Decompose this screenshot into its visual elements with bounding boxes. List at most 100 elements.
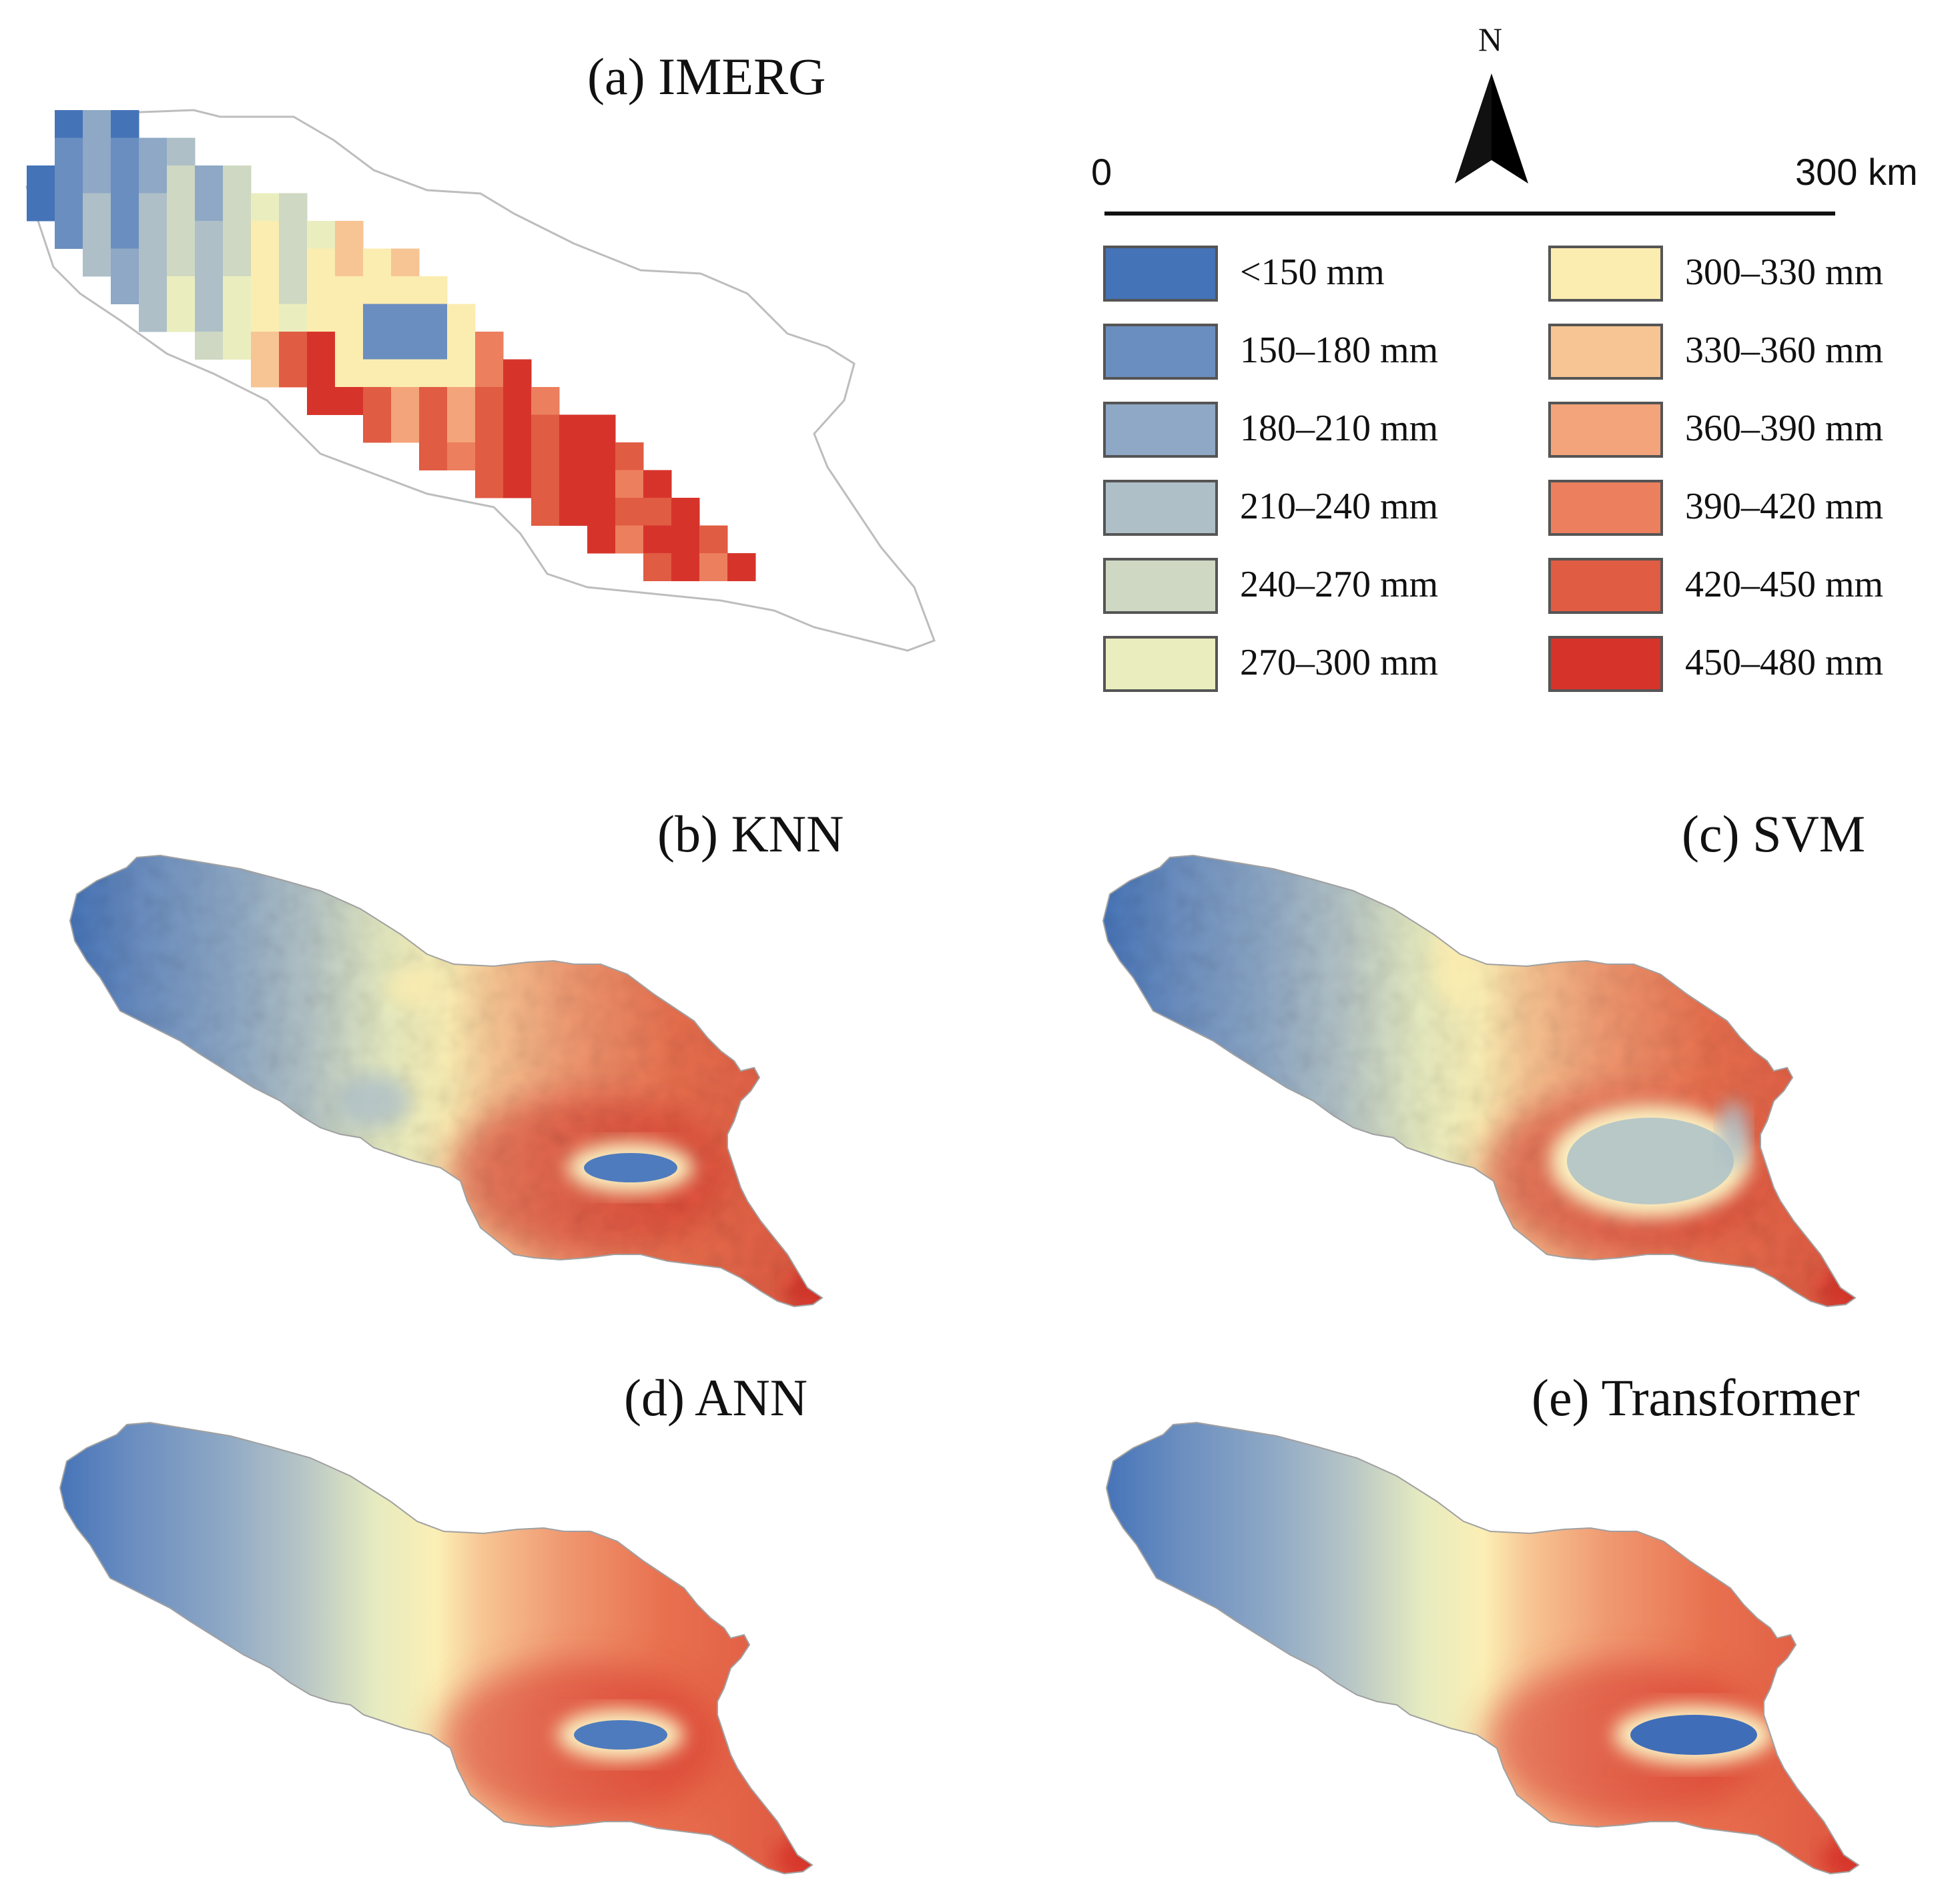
imerg-cell xyxy=(139,221,168,249)
imerg-cell xyxy=(335,387,364,415)
imerg-cell xyxy=(27,165,55,194)
imerg-cell xyxy=(475,414,504,443)
imerg-cell xyxy=(223,221,252,249)
imerg-cell xyxy=(279,193,308,222)
imerg-cell xyxy=(195,276,224,304)
imerg-cell xyxy=(307,387,336,415)
imerg-cell xyxy=(419,276,448,304)
imerg-cell xyxy=(475,387,504,415)
imerg-cell xyxy=(587,414,616,443)
legend-swatch xyxy=(1103,402,1218,458)
legend-label: 360–390 mm xyxy=(1685,408,1884,449)
imerg-cell xyxy=(139,276,168,304)
imerg-cell xyxy=(111,221,139,249)
panel-title-e: (e) Transformer xyxy=(1532,1369,1860,1427)
legend-label: 300–330 mm xyxy=(1685,252,1884,293)
imerg-cell xyxy=(195,193,224,222)
imerg-cell xyxy=(615,525,644,554)
imerg-cell xyxy=(83,110,111,138)
imerg-cell xyxy=(307,359,336,388)
imerg-cell xyxy=(419,332,448,360)
imerg-cell xyxy=(699,553,728,581)
scale-end-label: 300 km xyxy=(1795,151,1918,193)
legend-label: 450–480 mm xyxy=(1685,642,1884,683)
imerg-cell xyxy=(307,276,336,304)
imerg-cell xyxy=(475,359,504,388)
imerg-cell xyxy=(531,498,560,526)
imerg-cell xyxy=(587,498,616,526)
imerg-cell xyxy=(419,359,448,388)
imerg-cell xyxy=(419,387,448,415)
imerg-cells xyxy=(27,110,756,581)
imerg-cell xyxy=(307,332,336,360)
legend-label: 210–240 mm xyxy=(1240,486,1439,527)
imerg-cell xyxy=(391,332,420,360)
legend-swatch xyxy=(1548,324,1663,380)
imerg-cell xyxy=(335,332,364,360)
imerg-cell xyxy=(195,248,224,277)
imerg-cell xyxy=(391,387,420,415)
imerg-cell xyxy=(391,359,420,388)
imerg-cell xyxy=(559,414,588,443)
ann-map xyxy=(59,1422,813,1874)
imerg-cell xyxy=(279,248,308,277)
panel-title-d: (d) ANN xyxy=(624,1369,808,1427)
imerg-cell xyxy=(223,332,252,360)
imerg-cell xyxy=(83,248,111,277)
imerg-cell xyxy=(111,193,139,222)
imerg-cell xyxy=(503,470,532,498)
imerg-cell xyxy=(55,165,83,194)
imerg-cell xyxy=(251,221,280,249)
panel-title-b: (b) KNN xyxy=(657,805,844,863)
imerg-cell xyxy=(167,221,196,249)
imerg-cell xyxy=(251,248,280,277)
imerg-cell xyxy=(643,553,672,581)
imerg-cell xyxy=(559,442,588,470)
imerg-cell xyxy=(111,137,139,166)
imerg-cell xyxy=(419,304,448,332)
imerg-cell xyxy=(111,248,139,277)
imerg-cell xyxy=(363,387,392,415)
legend-swatch xyxy=(1103,480,1218,536)
legend-label: 240–270 mm xyxy=(1240,564,1439,605)
imerg-cell xyxy=(139,304,168,332)
imerg-cell xyxy=(195,221,224,249)
legend-swatch xyxy=(1548,246,1663,302)
imerg-cell xyxy=(559,498,588,526)
transformer-map xyxy=(1106,1422,1859,1874)
legend-swatch xyxy=(1548,480,1663,536)
imerg-cell xyxy=(419,442,448,470)
legend-label: 330–360 mm xyxy=(1685,330,1884,371)
imerg-cell xyxy=(699,525,728,554)
legend-label: 390–420 mm xyxy=(1685,486,1884,527)
north-arrow-icon xyxy=(1455,73,1528,183)
imerg-cell xyxy=(223,165,252,194)
panel-title-a: (a) IMERG xyxy=(587,47,826,105)
imerg-cell xyxy=(83,221,111,249)
imerg-cell xyxy=(503,387,532,415)
imerg-cell xyxy=(139,193,168,222)
imerg-cell xyxy=(279,304,308,332)
legend-swatch xyxy=(1548,636,1663,692)
imerg-cell xyxy=(167,137,196,166)
imerg-cell xyxy=(251,276,280,304)
imerg-cell xyxy=(671,498,700,526)
imerg-cell xyxy=(643,498,672,526)
legend-label: 180–210 mm xyxy=(1240,408,1439,449)
north-label: N xyxy=(1478,21,1503,58)
imerg-cell xyxy=(363,332,392,360)
imerg-cell xyxy=(363,276,392,304)
imerg-cell xyxy=(363,359,392,388)
imerg-cell xyxy=(615,442,644,470)
legend-swatch xyxy=(1548,558,1663,614)
imerg-cell xyxy=(251,332,280,360)
imerg-cell xyxy=(671,553,700,581)
imerg-cell xyxy=(167,193,196,222)
imerg-cell xyxy=(307,304,336,332)
imerg-cell xyxy=(279,221,308,249)
imerg-basin-outline xyxy=(25,109,936,652)
legend-label: 420–450 mm xyxy=(1685,564,1884,605)
imerg-cell xyxy=(363,304,392,332)
imerg-cell xyxy=(335,276,364,304)
